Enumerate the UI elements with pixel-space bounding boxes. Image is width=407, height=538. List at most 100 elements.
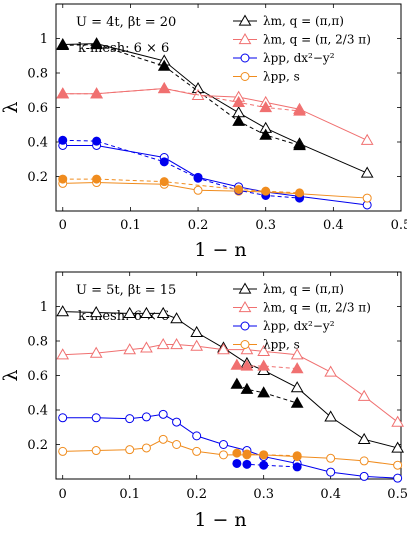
data-point [193, 185, 203, 195]
data-point [359, 456, 369, 466]
data-point [56, 348, 70, 360]
data-point [357, 432, 371, 444]
data-point [56, 87, 70, 99]
data-point [326, 453, 336, 463]
data-point [290, 381, 304, 393]
data-point [357, 389, 371, 401]
data-point [230, 377, 244, 389]
data-point [240, 359, 254, 371]
y-tick-label: 0.2 [27, 438, 48, 453]
y-tick-label: 0.2 [27, 170, 48, 185]
legend: λm, q = (π,π) λm, q = (π, 2/3 π) λpp, dx²−… [233, 282, 371, 352]
data-point [172, 440, 182, 449]
data-point [257, 386, 271, 398]
data-point [257, 359, 271, 371]
legend-label: λpp, s [263, 70, 300, 84]
data-point [292, 451, 302, 461]
data-point [56, 305, 70, 317]
series-2 [58, 140, 372, 210]
data-point [140, 341, 153, 353]
x-axis-label: 1 − n [194, 239, 246, 261]
data-point [293, 138, 306, 151]
data-point [234, 184, 244, 194]
data-point [140, 306, 153, 319]
data-point [290, 362, 304, 374]
series-line [62, 44, 300, 146]
series-2 [58, 409, 403, 483]
series-5 [56, 82, 306, 116]
x-tick-label: 0.4 [323, 218, 344, 233]
series-line [62, 88, 368, 141]
data-point [362, 193, 372, 203]
legend-marker [238, 32, 252, 45]
data-point [257, 344, 271, 356]
series-line [62, 413, 398, 479]
data-point [324, 365, 338, 377]
series-1 [56, 337, 405, 427]
series-3 [58, 434, 403, 470]
legend-label: λpp, s [263, 338, 300, 352]
y-tick-label: 0.6 [27, 101, 48, 116]
data-point [125, 414, 135, 424]
data-point [293, 104, 306, 116]
data-point [360, 166, 374, 178]
legend-label: λm, q = (π, 2/3 π) [263, 33, 371, 47]
series-line [62, 88, 300, 112]
y-tick-label: 0.4 [27, 404, 48, 419]
series-line [62, 178, 300, 194]
data-point [259, 460, 269, 470]
legend-label: λpp, dx²−y² [263, 319, 335, 333]
data-point [92, 136, 102, 146]
y-tick-label: 1 [40, 32, 48, 47]
legend-label: λm, q = (π,π) [263, 14, 344, 28]
y-tick-label: 0.8 [27, 67, 48, 82]
data-point [240, 343, 254, 355]
data-point [232, 458, 242, 468]
y-axis-label: λ [0, 101, 22, 113]
data-point [232, 448, 242, 458]
data-point [232, 95, 246, 107]
data-point [159, 157, 169, 167]
series-line [236, 462, 298, 468]
series-line [62, 343, 398, 423]
data-point [58, 174, 68, 184]
data-point [292, 462, 302, 472]
legend-marker [238, 14, 252, 26]
data-point [391, 441, 405, 453]
data-point [170, 337, 183, 350]
series-line [62, 43, 368, 174]
x-tick-label: 0.5 [391, 218, 407, 233]
y-tick-label: 0.4 [27, 136, 48, 151]
data-point [391, 415, 405, 427]
data-point [290, 348, 304, 360]
data-point [232, 114, 246, 126]
x-tick-label: 0.1 [120, 218, 141, 233]
legend-entry: λm, q = (π,π) [233, 282, 344, 296]
data-point [240, 382, 254, 394]
series-line [62, 182, 368, 199]
series-6 [232, 458, 302, 472]
series-7 [58, 174, 305, 198]
data-point [159, 177, 169, 187]
data-point [393, 473, 403, 483]
data-point [156, 337, 170, 350]
data-point [123, 343, 137, 355]
data-point [90, 87, 103, 99]
data-point [158, 434, 168, 444]
data-point [172, 417, 182, 427]
data-point [259, 128, 273, 140]
y-axis-label: λ [0, 369, 22, 381]
data-point [90, 38, 103, 50]
series-line [62, 311, 398, 449]
param-annotation: U = 4t, βt = 20 [76, 15, 176, 30]
top-chart: 0 0.1 0.2 0.3 0.4 0.5 0.2 0.4 0.6 0.8 1 1 − n λ U = 4… [0, 3, 407, 261]
x-tick-label: 0 [59, 487, 67, 502]
legend-entry: λpp, dx²−y² [233, 319, 335, 333]
data-point [242, 459, 252, 469]
data-point [58, 446, 68, 456]
legend-marker [238, 282, 252, 294]
data-point [170, 312, 183, 324]
data-point [141, 412, 151, 422]
legend-marker [240, 72, 250, 81]
